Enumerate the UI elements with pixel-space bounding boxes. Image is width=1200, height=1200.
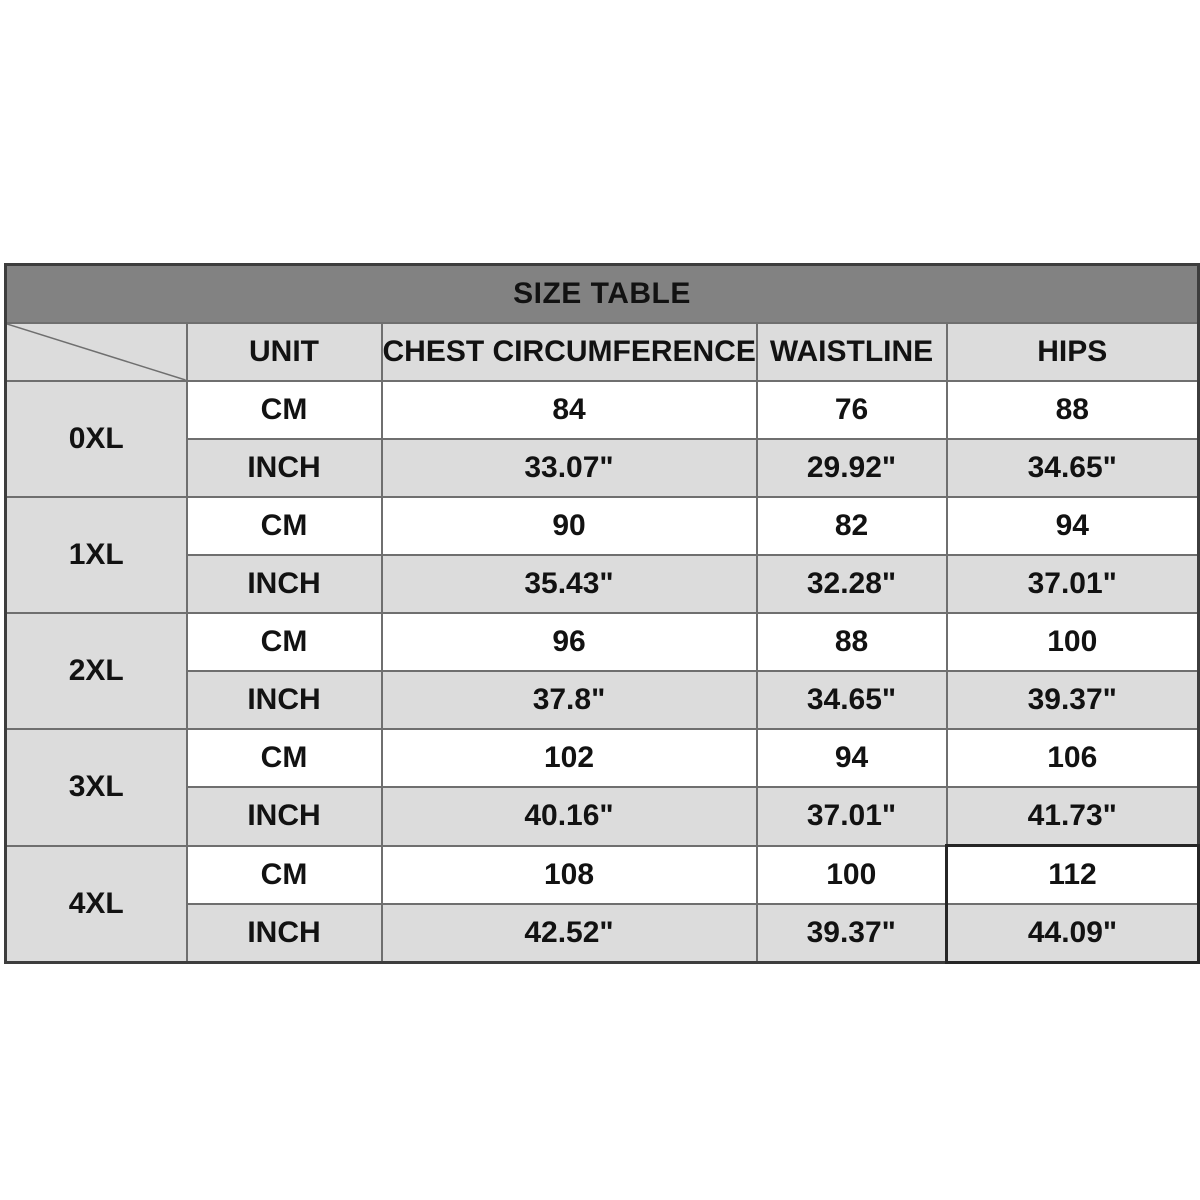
table-title: SIZE TABLE [4,263,1200,324]
chest-value: 108 [380,844,758,905]
table-row-2xl-inch: INCH 37.8" 34.65" 39.37" [6,670,1200,730]
waist-value: 76 [755,380,948,440]
waist-value: 88 [755,612,948,672]
size-label-4xl: 4XL [4,844,188,964]
chest-value: 40.16" [380,786,758,847]
size-label-1xl: 1XL [4,496,188,614]
hips-value: 100 [945,612,1200,672]
hips-value: 34.65" [945,438,1200,498]
diagonal-header-cell [4,322,188,382]
table-row-0xl-cm: 0XL CM 84 76 88 [4,380,1200,498]
column-header-unit: UNIT [185,322,383,382]
waist-value: 39.37" [755,903,948,964]
waist-value: 37.01" [755,786,948,847]
unit-label: CM [185,612,383,672]
hips-value: 41.73" [945,786,1200,847]
size-label-3xl: 3XL [4,728,188,847]
unit-label: CM [185,380,383,440]
size-label-2xl: 2XL [4,612,188,730]
chest-value: 37.8" [380,670,758,730]
chest-value: 84 [380,380,758,440]
chest-value: 33.07" [380,438,758,498]
waist-value: 82 [755,496,948,556]
unit-label: INCH [185,438,383,498]
waist-value: 32.28" [755,554,948,614]
hips-value: 88 [945,380,1200,440]
size-table: SIZE TABLE UNIT CHEST CIRCUMFERENCE WAIS… [4,263,1200,964]
chest-value: 96 [380,612,758,672]
hips-value-highlighted: 112 [945,844,1200,905]
waist-value: 94 [755,728,948,788]
header-row: UNIT CHEST CIRCUMFERENCE WAISTLINE HIPS [4,322,1200,382]
waist-value: 100 [755,844,948,905]
title-row: SIZE TABLE [4,263,1200,324]
chest-value: 102 [380,728,758,788]
chest-value: 35.43" [380,554,758,614]
table-row-0xl-inch: INCH 33.07" 29.92" 34.65" [6,438,1200,498]
chest-value: 90 [380,496,758,556]
unit-label: INCH [185,786,383,847]
size-label-0xl: 0XL [4,380,188,498]
table-row-3xl-inch: INCH 40.16" 37.01" 41.73" [6,786,1200,847]
waist-value: 29.92" [755,438,948,498]
unit-label: INCH [185,670,383,730]
unit-label: INCH [185,903,383,964]
table-row-3xl-cm: 3XL CM 102 94 106 [4,728,1200,847]
table-row-2xl-cm: 2XL CM 96 88 100 [4,612,1200,730]
column-header-chest: CHEST CIRCUMFERENCE [380,322,758,382]
hips-value: 94 [945,496,1200,556]
hips-value-highlighted: 44.09" [945,903,1200,964]
table-row-4xl-cm: 4XL CM 108 100 112 [4,844,1200,964]
unit-label: INCH [185,554,383,614]
diagonal-line-icon [7,324,186,380]
unit-label: CM [185,496,383,556]
chest-value: 42.52" [380,903,758,964]
hips-value: 37.01" [945,554,1200,614]
table-row-1xl-inch: INCH 35.43" 32.28" 37.01" [6,554,1200,614]
hips-value: 106 [945,728,1200,788]
column-header-waist: WAISTLINE [755,322,948,382]
table-row-1xl-cm: 1XL CM 90 82 94 [4,496,1200,614]
waist-value: 34.65" [755,670,948,730]
hips-value: 39.37" [945,670,1200,730]
unit-label: CM [185,728,383,788]
unit-label: CM [185,844,383,905]
size-table-container: SIZE TABLE UNIT CHEST CIRCUMFERENCE WAIS… [4,263,1200,964]
table-row-4xl-inch: INCH 42.52" 39.37" 44.09" [6,903,1200,964]
column-header-hips: HIPS [945,322,1200,382]
